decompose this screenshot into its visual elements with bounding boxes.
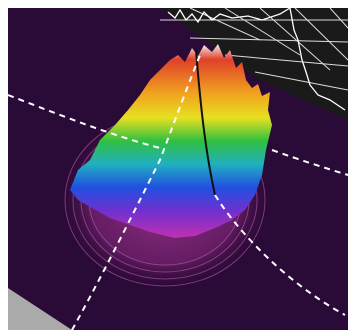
axis-lines (7, 54, 349, 331)
ridge (195, 49, 216, 196)
grid-panel (160, 6, 349, 120)
corner-plate (8, 288, 72, 330)
intensity-mound (70, 44, 272, 238)
